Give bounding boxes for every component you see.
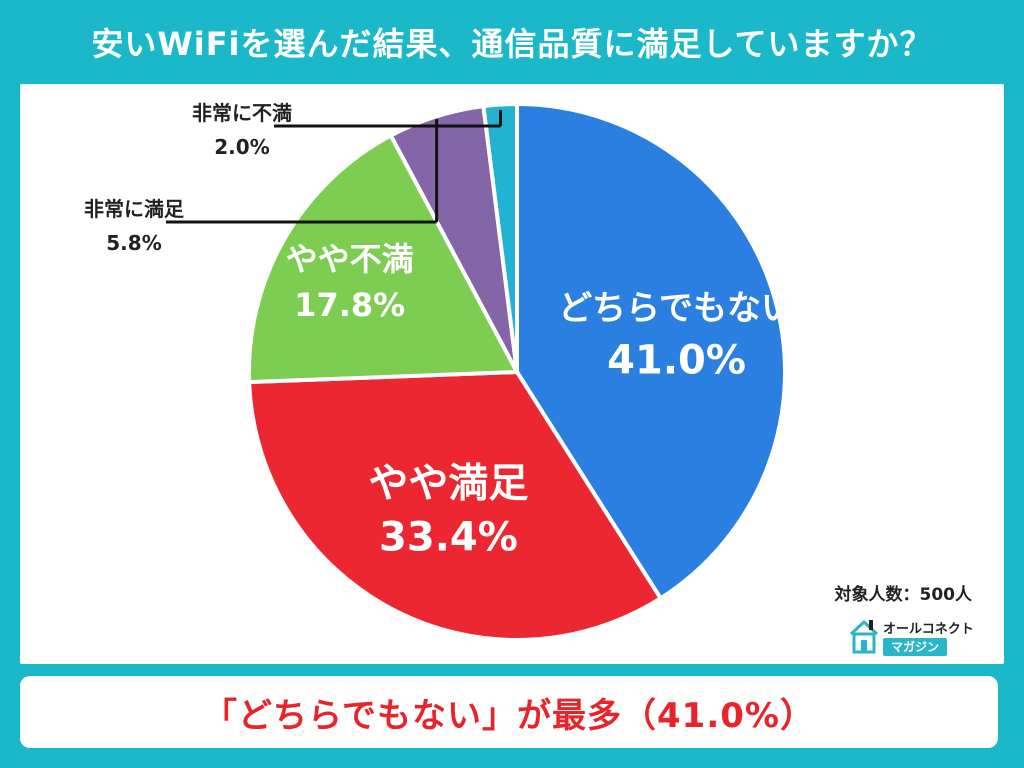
slice-label-3: 非常に満足	[84, 197, 185, 221]
slice-value-1: 33.4%	[379, 514, 518, 560]
logo-top-text: オールコネクト	[883, 622, 974, 637]
slice-value-2: 17.8%	[294, 286, 405, 324]
pie-slice-1	[247, 369, 664, 642]
slice-value-0: 41.0%	[607, 338, 746, 384]
sample-size-text: 対象人数：500人	[834, 585, 973, 605]
pie-chart: どちらでもない 41.0% やや満足 33.4% やや不満 17.8% 非常に満足 5.8% 非…	[84, 101, 795, 642]
slice-label-1: やや満足	[368, 460, 528, 506]
brand-logo: オールコネクト マガジン	[849, 616, 974, 658]
page-title: 安いWiFiを選んだ結果、通信品質に満足していますか？	[91, 25, 933, 63]
house-icon	[849, 619, 879, 654]
slice-label-4: 非常に不満	[192, 101, 292, 125]
slice-value-3: 5.8%	[106, 231, 161, 255]
title-bar: 安いWiFiを選んだ結果、通信品質に満足していますか？	[0, 0, 1024, 84]
logo-bottom-text: マガジン	[883, 638, 948, 656]
slice-label-2: やや不満	[286, 240, 414, 278]
conclusion-box: 「どちらでもない」が最多（41.0%）	[20, 676, 998, 748]
pie-slice-4	[481, 101, 519, 373]
pie-slice-2	[247, 132, 521, 385]
slice-value-4: 2.0%	[214, 135, 269, 159]
conclusion-text: 「どちらでもない」が最多（41.0%）	[203, 695, 815, 736]
slice-label-0: どちらでもない	[558, 289, 795, 329]
chart-panel: どちらでもない 41.0% やや満足 33.4% やや不満 17.8% 非常に満足 5.8% 非…	[20, 84, 1004, 664]
